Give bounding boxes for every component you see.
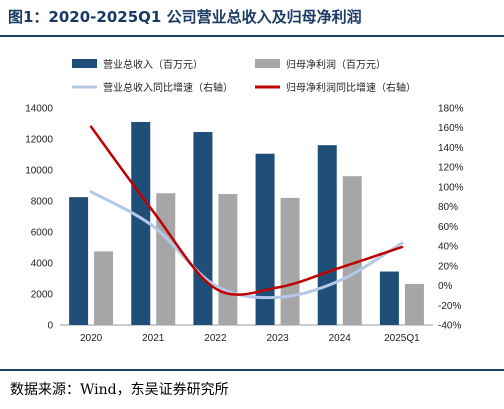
y-left-tick-label: 8000 (31, 197, 54, 208)
y-left-tick-label: 6000 (31, 228, 54, 239)
y-right-tick-label: 0% (438, 281, 453, 292)
bar-revenue (193, 132, 213, 325)
y-right-tick-label: 140% (438, 143, 464, 154)
bar-net-profit (280, 197, 300, 325)
bar-revenue (131, 121, 151, 325)
y-right-tick-label: 40% (438, 242, 458, 253)
bar-revenue (255, 153, 275, 325)
x-tick-label: 2021 (142, 333, 165, 344)
legend-revenue-label: 营业总收入（百万元） (103, 58, 203, 71)
x-tick-label: 2023 (266, 333, 289, 344)
y-right-tick-label: 60% (438, 222, 458, 233)
source-note: 数据来源：Wind，东吴证券研究所 (10, 382, 229, 398)
x-tick-label: 2020 (80, 333, 103, 344)
line-net-profit-growth (89, 125, 404, 296)
y-left-tick-label: 2000 (31, 290, 54, 301)
y-right-tick-label: -20% (438, 301, 461, 312)
bottom-rule (0, 369, 504, 371)
y-left-tick-label: 14000 (25, 104, 53, 115)
y-right-tick-label: -40% (438, 321, 461, 332)
x-tick-label: 2024 (329, 333, 352, 344)
legend: 营业总收入（百万元） 归母净利润（百万元） 营业总收入同比增速（右轴） 归母净利润同比… (72, 58, 416, 94)
chart: 营业总收入（百万元） 归母净利润（百万元） 营业总收入同比增速（右轴） 归母净利润同比… (25, 58, 463, 345)
chart-title: 图1：2020-2025Q1 公司营业总收入及归母净利润 (8, 8, 362, 26)
y-left-tick-label: 4000 (31, 259, 54, 270)
y-left-tick-label: 12000 (25, 135, 53, 146)
y-right-tick-label: 100% (438, 182, 464, 193)
axes: 0 2000 4000 6000 8000 10000 12000 14000 -40% -20%… (25, 104, 463, 345)
bar-net-profit (218, 194, 238, 325)
legend-net-profit-swatch (255, 59, 280, 68)
x-tick-label: 2025Q1 (384, 333, 420, 344)
y-right-tick-label: 80% (438, 202, 458, 213)
y-left-tick-label: 0 (47, 321, 53, 332)
top-rule (0, 35, 504, 37)
y-left-tick-label: 10000 (25, 166, 53, 177)
bar-net-profit (156, 193, 176, 325)
y-right-tick-label: 20% (438, 261, 458, 272)
bar-revenue (69, 197, 89, 325)
legend-revenue-swatch (72, 59, 97, 68)
legend-revenue-growth-label: 营业总收入同比增速（右轴） (103, 81, 233, 94)
bar-revenue (379, 271, 399, 325)
bar-net-profit (404, 283, 424, 325)
y-right-tick-label: 160% (438, 123, 464, 134)
legend-net-profit-label: 归母净利润（百万元） (286, 58, 386, 71)
y-right-tick-label: 180% (438, 104, 464, 115)
x-tick-label: 2022 (204, 333, 227, 344)
bar-net-profit (342, 176, 362, 325)
bar-net-profit (94, 251, 114, 325)
bars (69, 121, 424, 325)
lines (89, 125, 404, 300)
y-right-tick-label: 120% (438, 163, 464, 174)
legend-net-profit-growth-label: 归母净利润同比增速（右轴） (286, 81, 416, 94)
bar-revenue (317, 145, 337, 325)
